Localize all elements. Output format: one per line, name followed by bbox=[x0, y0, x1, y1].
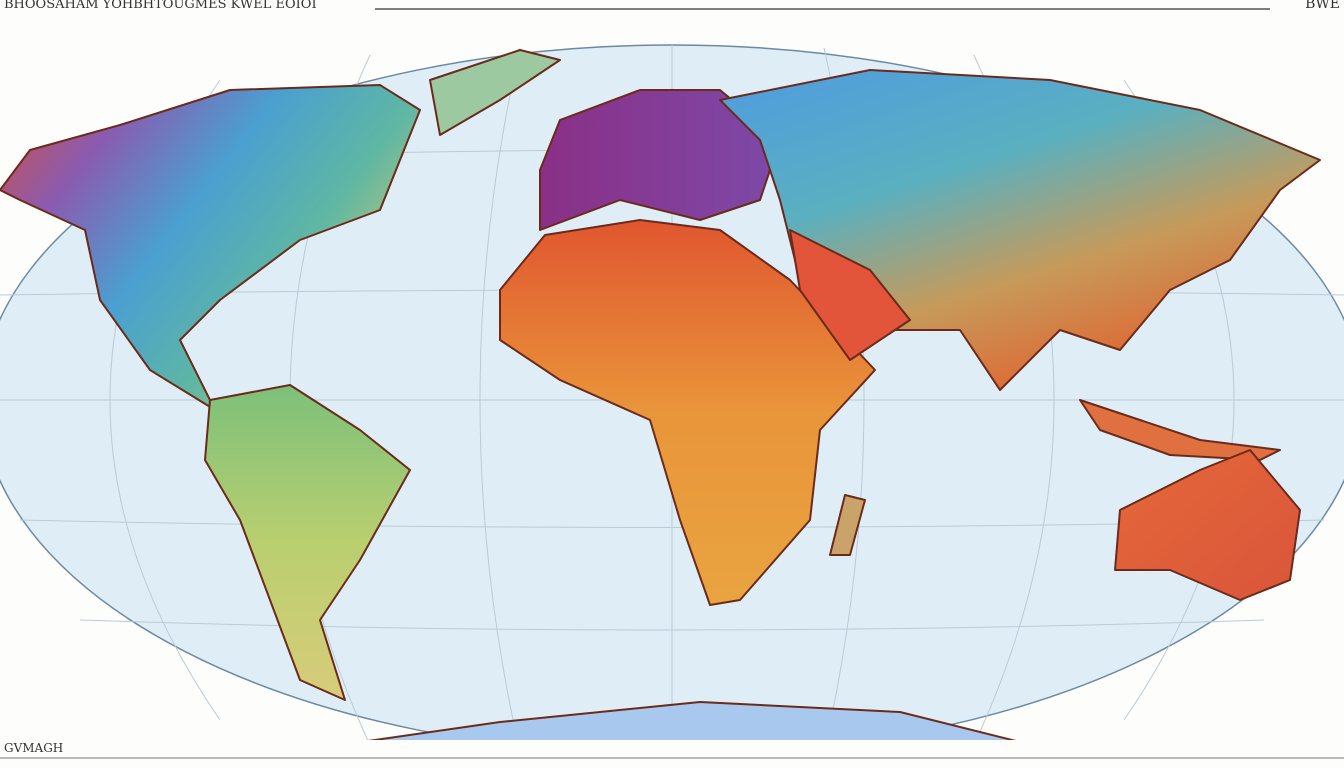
map-title: BHOOSAHAM YOHBHTOUGMES KWEL EOIOI bbox=[4, 0, 317, 12]
africa bbox=[499, 219, 876, 606]
north-america bbox=[0, 84, 421, 411]
madagascar bbox=[829, 494, 866, 556]
footer-band bbox=[0, 740, 1344, 768]
south-america bbox=[204, 384, 411, 701]
greenland bbox=[429, 49, 561, 136]
footer-label: GVMAGH bbox=[4, 741, 63, 755]
indonesia bbox=[1079, 399, 1281, 461]
corner-label: BWE bbox=[1305, 0, 1340, 12]
australia bbox=[1114, 449, 1301, 601]
arabia bbox=[789, 229, 911, 361]
